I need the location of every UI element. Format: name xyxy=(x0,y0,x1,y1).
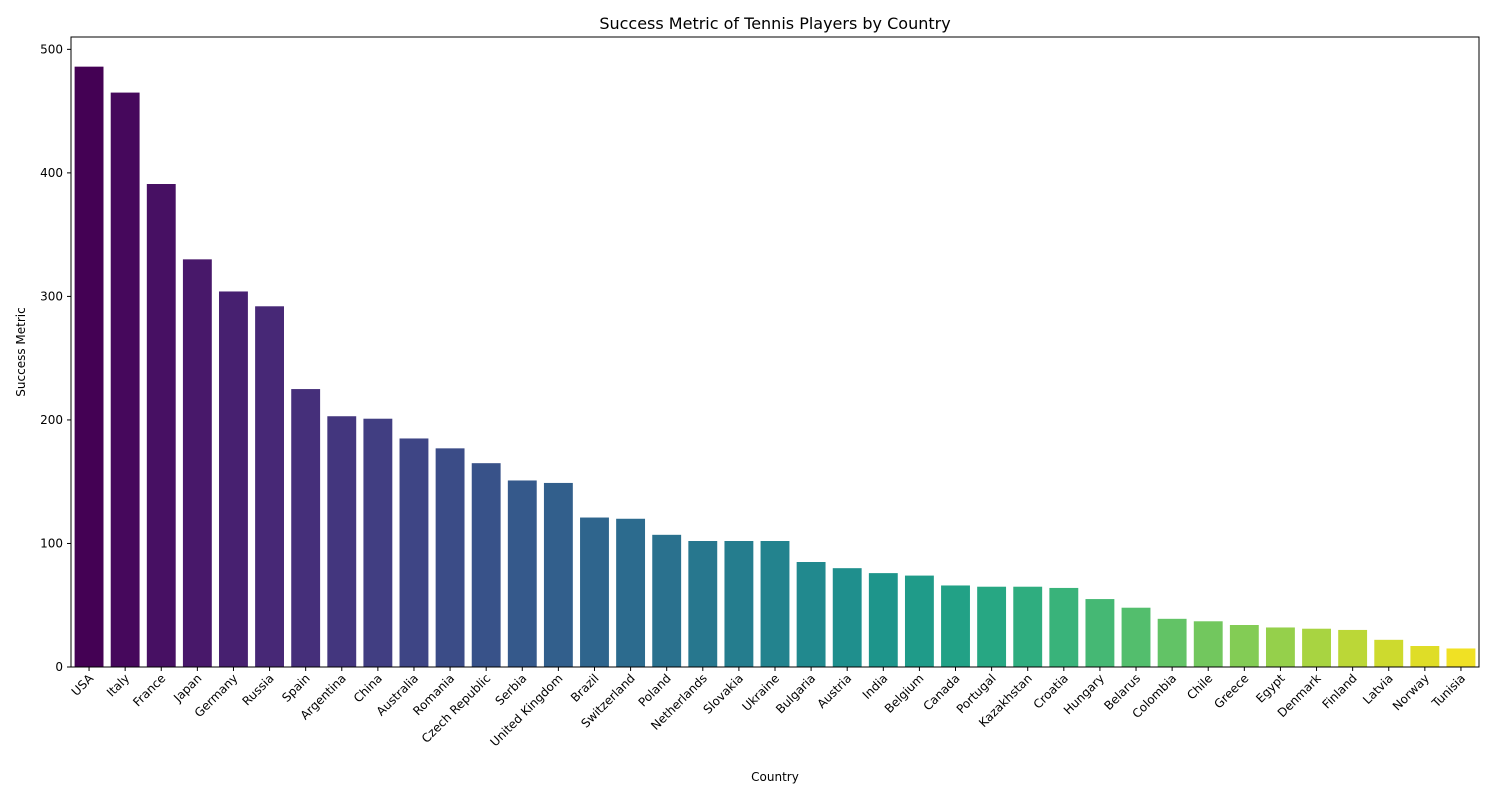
bar-slovakia xyxy=(724,541,754,667)
bar-usa xyxy=(74,66,104,667)
bar-colombia xyxy=(1157,618,1187,667)
bar-germany xyxy=(219,291,248,667)
bar-serbia xyxy=(507,480,537,667)
bar-japan xyxy=(182,259,212,667)
bar-france xyxy=(146,184,176,667)
y-tick-label: 500 xyxy=(40,42,63,56)
bar-ukraine xyxy=(760,541,790,667)
bar-brazil xyxy=(580,517,609,667)
bar-australia xyxy=(399,438,429,667)
x-tick-label: Czech Republic xyxy=(419,671,494,746)
bar-norway xyxy=(1410,646,1440,667)
bar-china xyxy=(363,418,393,667)
x-tick-label: Slovakia xyxy=(700,671,746,717)
bar-egypt xyxy=(1265,627,1295,667)
bar-netherlands xyxy=(688,541,718,667)
x-tick-label: Greece xyxy=(1211,671,1251,711)
bar-tunisia xyxy=(1446,648,1476,667)
y-tick-label: 400 xyxy=(40,166,63,180)
x-tick-label: India xyxy=(860,671,891,702)
bar-greece xyxy=(1229,625,1259,667)
bar-india xyxy=(868,573,898,667)
bar-chile xyxy=(1193,621,1223,667)
x-tick-label: Egypt xyxy=(1253,671,1288,706)
bar-croatia xyxy=(1049,587,1079,667)
bar-united-kingdom xyxy=(543,482,573,667)
x-tick-label: Tunisia xyxy=(1428,671,1468,711)
bar-belgium xyxy=(904,575,934,667)
x-tick-label: Japan xyxy=(170,671,204,705)
x-tick-label: Austria xyxy=(814,671,854,711)
bar-hungary xyxy=(1085,599,1115,667)
bar-switzerland xyxy=(616,518,646,667)
bar-spain xyxy=(291,389,321,667)
x-tick-label: Spain xyxy=(279,671,313,705)
bar-portugal xyxy=(977,586,1007,667)
bar-denmark xyxy=(1302,628,1331,667)
chart-title: Success Metric of Tennis Players by Coun… xyxy=(599,14,950,33)
x-tick-label: Chile xyxy=(1184,671,1215,702)
y-axis-title: Success Metric xyxy=(14,307,28,396)
y-tick-label: 200 xyxy=(40,413,63,427)
y-tick-label: 300 xyxy=(40,289,63,303)
bar-austria xyxy=(832,568,862,667)
x-tick-label: Belgium xyxy=(882,671,927,716)
bar-czech-republic xyxy=(471,463,501,667)
bar-argentina xyxy=(327,416,357,667)
bar-poland xyxy=(652,534,682,667)
bar-latvia xyxy=(1374,639,1404,667)
x-tick-label: Italy xyxy=(104,671,132,699)
x-axis-title: Country xyxy=(751,770,799,784)
y-tick-label: 0 xyxy=(55,660,63,674)
bar-finland xyxy=(1338,629,1368,667)
bars-group xyxy=(74,66,1476,668)
bar-belarus xyxy=(1121,607,1151,667)
x-tick-label: Brazil xyxy=(568,671,602,705)
bar-russia xyxy=(255,306,284,667)
bar-bulgaria xyxy=(796,562,826,667)
bar-italy xyxy=(110,92,140,668)
bar-kazakhstan xyxy=(1013,586,1043,667)
plot-frame xyxy=(70,36,1480,668)
bar-romania xyxy=(435,448,465,667)
x-tick-label: France xyxy=(130,671,168,709)
x-tick-label: Finland xyxy=(1320,671,1360,711)
x-tick-label: China xyxy=(351,671,385,705)
y-tick-label: 100 xyxy=(40,536,63,550)
x-tick-label: Bulgaria xyxy=(773,671,818,716)
bar-canada xyxy=(941,585,970,667)
x-tick-label: Norway xyxy=(1390,671,1432,713)
x-tick-label: USA xyxy=(69,671,97,699)
y-axis: 0 100 200 300 400 500 xyxy=(40,42,71,674)
x-tick-label: Russia xyxy=(239,671,276,708)
